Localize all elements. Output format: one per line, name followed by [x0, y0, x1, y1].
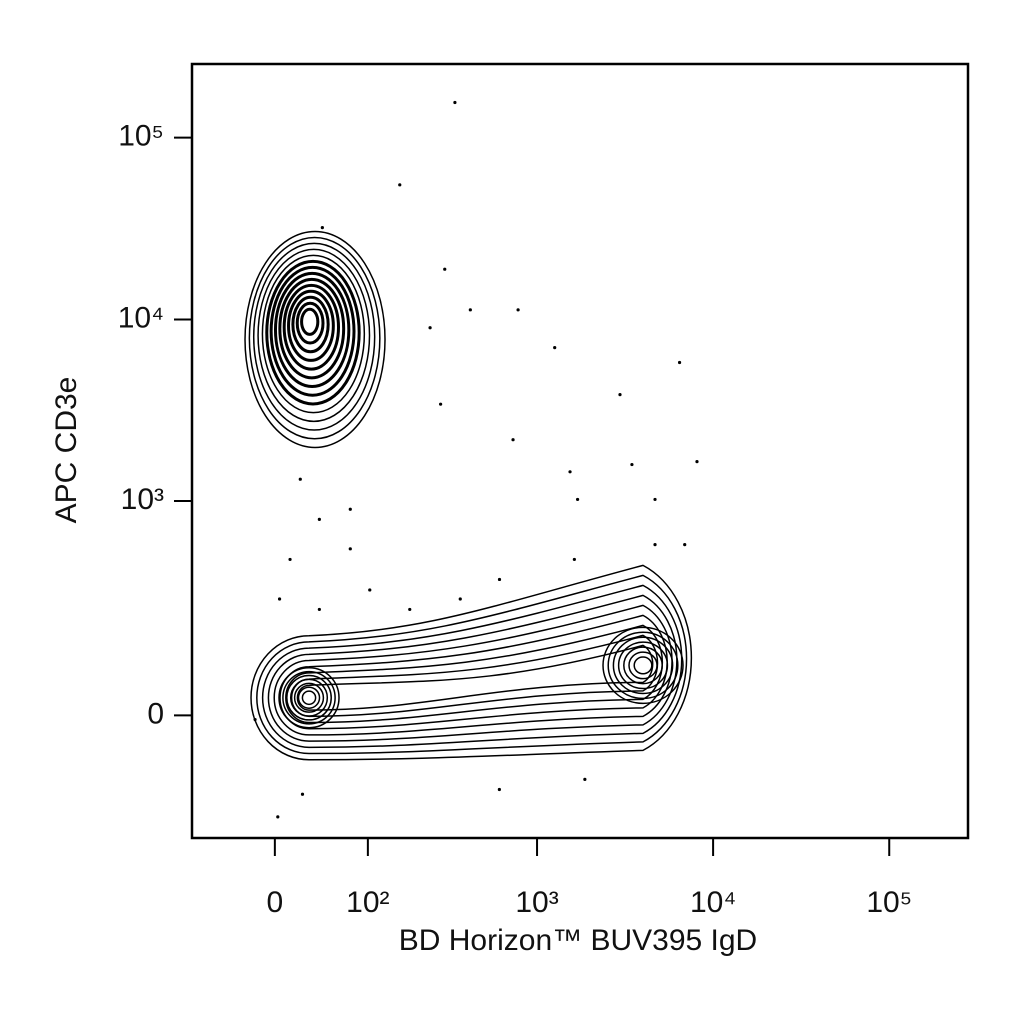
contour-line	[290, 634, 659, 718]
contour-line	[244, 230, 386, 449]
contour-line	[273, 604, 673, 736]
event-dot	[276, 815, 280, 819]
contour-line	[248, 236, 381, 440]
event-dot	[443, 267, 447, 271]
event-dot	[298, 477, 302, 481]
x-tick-label: 10⁴	[690, 886, 736, 919]
contour-line	[261, 254, 366, 414]
y-tick-label: 0	[147, 697, 164, 730]
y-tick-label: 10³	[121, 483, 164, 516]
plot-frame	[190, 62, 970, 840]
event-dot	[368, 588, 372, 592]
contour-line	[607, 631, 679, 700]
contour-line	[617, 641, 669, 690]
event-dot	[277, 597, 282, 601]
contour-line	[295, 301, 325, 345]
contour-line	[267, 594, 678, 742]
contour-line	[278, 666, 340, 729]
event-dot	[497, 787, 501, 792]
x-tick-label: 10³	[515, 886, 558, 919]
event-dot	[288, 557, 292, 562]
contour-line	[293, 682, 325, 713]
contour-line	[623, 646, 663, 685]
event-dot	[630, 462, 634, 467]
contour-line	[612, 636, 674, 695]
event-dot	[439, 402, 443, 406]
y-axis-label: APC CD3e	[50, 377, 83, 524]
contour-line	[273, 271, 351, 389]
contour-line	[250, 564, 693, 761]
contour-line	[269, 265, 356, 397]
event-dot	[553, 346, 557, 350]
contour-population	[244, 230, 386, 449]
event-dot	[398, 183, 402, 187]
event-dot	[653, 497, 657, 502]
x-tick-label: 10⁵	[866, 886, 912, 919]
contour-line	[297, 686, 321, 709]
event-dot	[497, 577, 502, 582]
event-dot	[568, 470, 572, 474]
event-dot	[458, 597, 462, 601]
event-dot	[677, 360, 682, 365]
contour-line	[282, 283, 341, 371]
event-dot	[683, 543, 687, 547]
event-dot	[516, 308, 520, 312]
y-tick-label: 10⁴	[118, 301, 164, 334]
event-dot	[348, 507, 352, 511]
contour-line	[286, 674, 332, 721]
contour-line	[296, 644, 654, 711]
x-tick-label: 0	[267, 886, 284, 919]
contour-line	[252, 242, 376, 431]
contour-population	[250, 564, 693, 761]
event-dot	[453, 100, 457, 105]
contour-line	[256, 574, 688, 755]
event-dot	[428, 326, 432, 330]
event-dot	[320, 226, 324, 230]
y-tick-label: 10⁵	[118, 120, 164, 153]
contour-line	[628, 651, 658, 680]
contour-line	[633, 656, 653, 675]
contour-line	[278, 277, 346, 380]
event-dot	[253, 717, 257, 722]
event-dot	[317, 517, 321, 521]
event-dot	[583, 777, 587, 782]
contour-line	[301, 690, 317, 706]
contour-line	[291, 295, 330, 354]
event-dot	[408, 607, 412, 612]
event-dot	[511, 438, 515, 442]
contour-line	[265, 259, 361, 406]
event-dot	[348, 547, 352, 551]
contour-line	[300, 307, 320, 336]
contour-line	[285, 624, 664, 724]
x-axis-label: BD Horizon™ BUV395 IgD	[399, 924, 757, 957]
contour-line	[257, 248, 371, 423]
contour-line	[602, 626, 684, 705]
contour-line	[289, 678, 329, 717]
event-dot	[468, 308, 472, 312]
event-dot	[618, 393, 622, 397]
event-dot	[575, 497, 580, 502]
x-tick-label: 10²	[346, 886, 389, 919]
event-dot	[695, 460, 699, 464]
contour-line	[261, 584, 683, 749]
event-dot	[300, 792, 305, 796]
event-dot	[572, 557, 576, 562]
contour-line	[282, 670, 336, 725]
contour-line	[287, 289, 335, 362]
event-dot	[653, 543, 657, 547]
event-dot	[317, 607, 321, 612]
